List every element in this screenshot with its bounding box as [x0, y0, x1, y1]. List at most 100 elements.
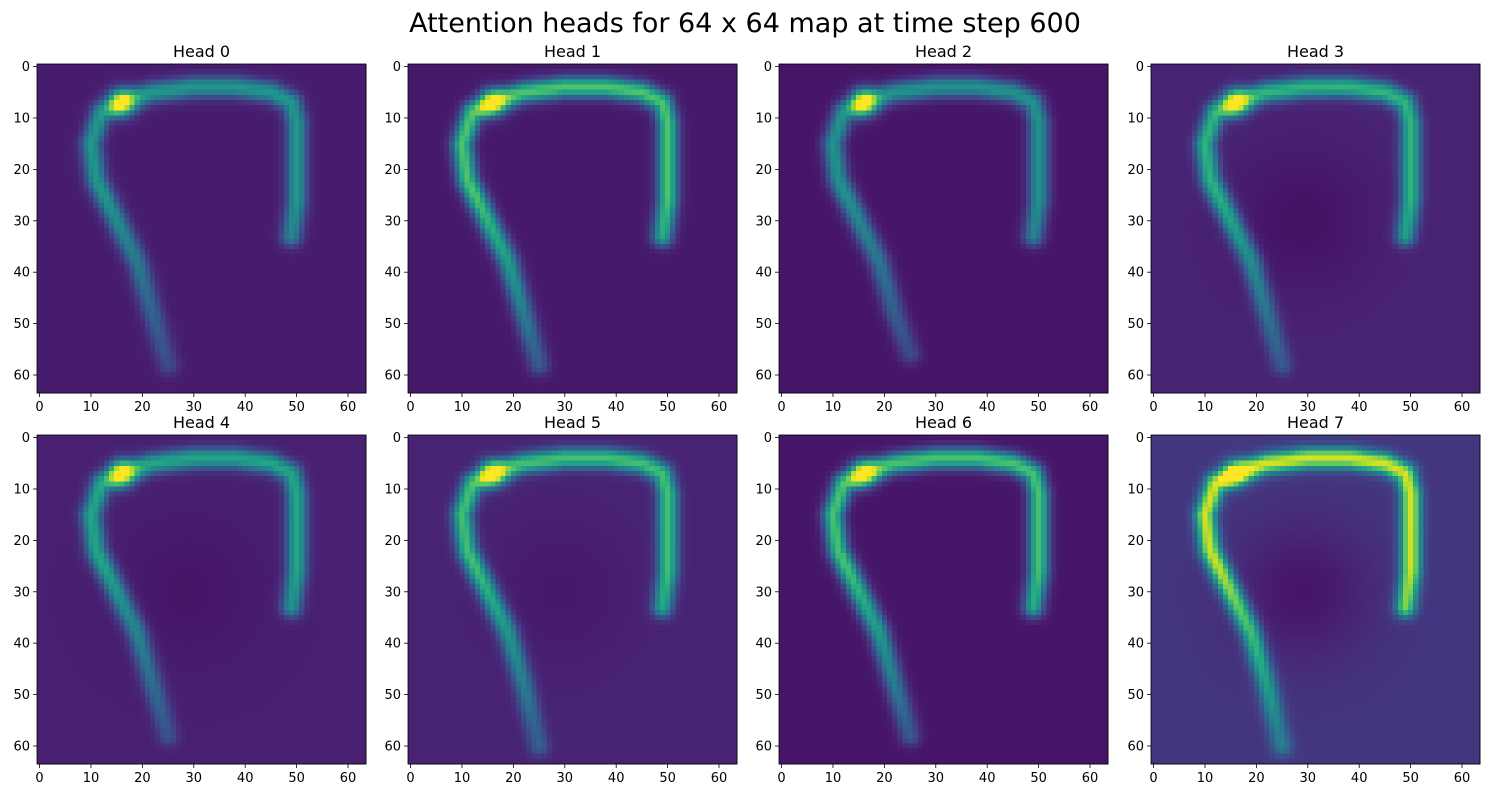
heatmap-cell	[212, 85, 217, 90]
heatmap-cell	[58, 203, 63, 208]
heatmap-cell	[480, 121, 485, 126]
heatmap-cell	[232, 95, 237, 100]
heatmap-cell	[171, 280, 176, 285]
heatmap-cell	[315, 126, 320, 131]
heatmap-cell	[130, 203, 135, 208]
heatmap-cell	[351, 259, 356, 264]
heatmap-cell	[304, 239, 309, 244]
heatmap-cell	[176, 105, 181, 110]
heatmap-cell	[650, 121, 655, 126]
x-tick-label: 50	[288, 400, 305, 415]
heatmap-cell	[258, 259, 263, 264]
heatmap-cell	[176, 203, 181, 208]
heatmap-cell	[191, 300, 196, 305]
heatmap-cell	[475, 69, 480, 74]
heatmap-cell	[212, 362, 217, 367]
heatmap-cell	[429, 121, 434, 126]
heatmap-cell	[237, 131, 242, 136]
heatmap-cell	[171, 290, 176, 295]
heatmap-cell	[140, 187, 145, 192]
heatmap-cell	[258, 218, 263, 223]
heatmap-cell	[212, 64, 217, 69]
heatmap-cell	[304, 352, 309, 357]
heatmap-cell	[37, 69, 42, 74]
heatmap-cell	[284, 213, 289, 218]
heatmap-cell	[73, 326, 78, 331]
heatmap-cell	[429, 74, 434, 79]
heatmap-cell	[166, 347, 171, 352]
heatmap-cell	[104, 151, 109, 156]
heatmap-cell	[104, 105, 109, 110]
heatmap-cell	[94, 182, 99, 187]
heatmap-cell	[243, 131, 248, 136]
heatmap-cell	[207, 347, 212, 352]
heatmap-cell	[88, 270, 93, 275]
heatmap-cell	[567, 79, 572, 84]
heatmap-cell	[83, 254, 88, 259]
heatmap-cell	[279, 126, 284, 131]
heatmap-cell	[335, 131, 340, 136]
heatmap-cell	[124, 100, 129, 105]
heatmap-cell	[52, 275, 57, 280]
heatmap-cell	[248, 172, 253, 177]
heatmap-cell	[294, 167, 299, 172]
heatmap-cell	[268, 177, 273, 182]
heatmap-cell	[42, 342, 47, 347]
heatmap-cell	[150, 146, 155, 151]
heatmap-cell	[680, 79, 685, 84]
heatmap-cell	[330, 352, 335, 357]
heatmap-cell	[279, 193, 284, 198]
heatmap-cell	[691, 79, 696, 84]
heatmap-cell	[186, 362, 191, 367]
heatmap-cell	[459, 115, 464, 120]
heatmap-cell	[253, 167, 258, 172]
heatmap-cell	[104, 208, 109, 213]
heatmap-cell	[340, 74, 345, 79]
heatmap-cell	[58, 234, 63, 239]
heatmap-cell	[706, 110, 711, 115]
heatmap-cell	[361, 213, 366, 218]
heatmap-cell	[119, 146, 124, 151]
heatmap-cell	[232, 285, 237, 290]
heatmap-cell	[253, 213, 258, 218]
heatmap-cell	[202, 100, 207, 105]
heatmap-cell	[217, 280, 222, 285]
heatmap-cell	[351, 311, 356, 316]
heatmap-cell	[351, 285, 356, 290]
heatmap-cell	[83, 321, 88, 326]
heatmap-cell	[155, 347, 160, 352]
heatmap-cell	[320, 110, 325, 115]
heatmap-cell	[449, 121, 454, 126]
heatmap-cell	[315, 167, 320, 172]
heatmap-cell	[284, 357, 289, 362]
heatmap-cell	[52, 270, 57, 275]
heatmap-cell	[237, 193, 242, 198]
heatmap-cell	[237, 295, 242, 300]
heatmap-cell	[289, 264, 294, 269]
heatmap-cell	[181, 259, 186, 264]
heatmap-cell	[598, 69, 603, 74]
heatmap-cell	[109, 187, 114, 192]
heatmap-cell	[268, 141, 273, 146]
heatmap-cell	[109, 151, 114, 156]
heatmap-cell	[459, 126, 464, 131]
heatmap-cell	[273, 203, 278, 208]
heatmap-cell	[273, 172, 278, 177]
heatmap-cell	[258, 352, 263, 357]
heatmap-cell	[58, 342, 63, 347]
heatmap-cell	[88, 342, 93, 347]
heatmap-cell	[340, 264, 345, 269]
heatmap-cell	[73, 69, 78, 74]
heatmap-cell	[361, 208, 366, 213]
heatmap-cell	[130, 306, 135, 311]
heatmap-cell	[258, 64, 263, 69]
heatmap-cell	[243, 285, 248, 290]
heatmap-cell	[186, 95, 191, 100]
heatmap-cell	[258, 234, 263, 239]
heatmap-cell	[289, 249, 294, 254]
heatmap-cell	[325, 223, 330, 228]
heatmap-cell	[552, 121, 557, 126]
heatmap-cell	[279, 74, 284, 79]
heatmap-cell	[88, 295, 93, 300]
heatmap-cell	[42, 270, 47, 275]
